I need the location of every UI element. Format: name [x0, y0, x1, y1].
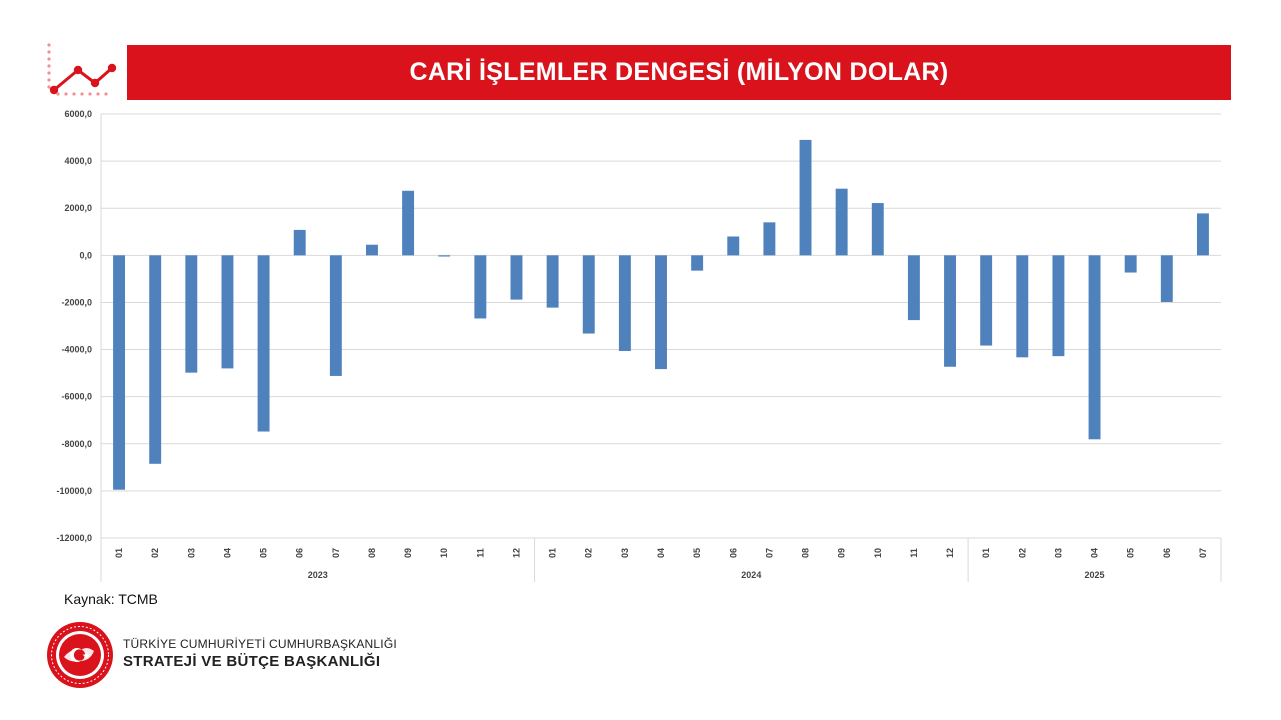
bar	[1160, 255, 1173, 302]
x-tick-label: 04	[1090, 548, 1100, 558]
bar	[510, 255, 523, 300]
bar	[691, 255, 704, 271]
bar	[113, 255, 126, 490]
x-tick-label: 06	[295, 548, 305, 558]
bar	[944, 255, 956, 367]
bar	[149, 255, 162, 464]
org-name: TÜRKİYE CUMHURİYETİ CUMHURBAŞKANLIĞI STR…	[123, 637, 397, 670]
y-tick-label: -10000,0	[56, 486, 92, 496]
y-tick-label: -4000,0	[61, 345, 92, 355]
bar	[763, 222, 776, 256]
x-group-label: 2024	[741, 570, 761, 580]
y-tick-label: 0,0	[79, 250, 92, 260]
x-tick-label: 03	[1053, 548, 1063, 558]
y-tick-label: -8000,0	[61, 439, 92, 449]
x-tick-label: 08	[367, 548, 377, 558]
x-tick-label: 09	[837, 548, 847, 558]
bar	[257, 255, 270, 432]
bar	[980, 255, 993, 346]
org-name-line1: TÜRKİYE CUMHURİYETİ CUMHURBAŞKANLIĞI	[123, 637, 397, 651]
x-tick-label: 05	[1126, 548, 1136, 558]
bar	[185, 255, 198, 373]
x-tick-label: 07	[1198, 548, 1208, 558]
x-tick-label: 06	[1162, 548, 1172, 558]
y-tick-label: 6000,0	[64, 109, 92, 119]
y-tick-label: 2000,0	[64, 203, 92, 213]
bar	[293, 229, 306, 256]
bar	[329, 255, 342, 376]
x-tick-label: 06	[728, 548, 738, 558]
x-tick-label: 12	[511, 548, 521, 558]
bar	[546, 255, 559, 308]
bar	[221, 255, 234, 369]
x-tick-label: 10	[873, 548, 883, 558]
bar	[1088, 255, 1101, 440]
line-chart-icon	[47, 43, 117, 96]
bar	[1016, 255, 1029, 358]
y-tick-label: -6000,0	[61, 392, 92, 402]
x-tick-label: 01	[981, 548, 991, 558]
bar	[438, 255, 451, 257]
source-note: Kaynak: TCMB	[64, 591, 158, 607]
bar	[655, 255, 667, 370]
bar	[474, 255, 487, 319]
bar	[582, 255, 595, 334]
x-tick-label: 02	[584, 548, 594, 558]
x-tick-label: 10	[439, 548, 449, 558]
org-name-line2: STRATEJİ VE BÜTÇE BAŞKANLIĞI	[123, 653, 381, 670]
x-tick-label: 02	[150, 548, 160, 558]
bar	[871, 203, 884, 256]
x-tick-label: 09	[403, 548, 413, 558]
x-tick-label: 05	[692, 548, 702, 558]
bar	[727, 236, 740, 256]
bar	[907, 255, 920, 321]
x-tick-label: 12	[945, 548, 955, 558]
bar	[618, 255, 631, 351]
x-tick-label: 07	[331, 548, 341, 558]
x-tick-label: 11	[475, 548, 485, 558]
x-group-label: 2023	[308, 570, 328, 580]
x-tick-label: 01	[548, 548, 558, 558]
x-group-label: 2025	[1085, 570, 1105, 580]
x-tick-label: 04	[222, 548, 232, 558]
bar	[1124, 255, 1137, 273]
x-tick-label: 07	[764, 548, 774, 558]
bar	[402, 190, 415, 256]
x-tick-label: 08	[801, 548, 811, 558]
x-tick-label: 04	[656, 548, 666, 558]
y-tick-label: -2000,0	[61, 297, 92, 307]
bar-chart: 6000,0 4000,0 2000,0 0,0 -2000,0 -4000,0 -6000…	[56, 109, 1222, 582]
bar	[1052, 255, 1065, 357]
presidency-emblem-icon	[47, 622, 113, 688]
x-tick-label: 11	[909, 548, 919, 558]
chart-title: CARİ İŞLEMLER DENGESİ (MİLYON DOLAR)	[127, 45, 1231, 100]
x-tick-label: 01	[114, 548, 124, 558]
bar	[1196, 213, 1209, 256]
y-tick-label: -12000,0	[56, 533, 92, 543]
bar	[799, 139, 812, 256]
y-tick-label: 4000,0	[64, 156, 92, 166]
x-tick-label: 05	[259, 548, 269, 558]
bar	[366, 244, 378, 256]
bar	[835, 188, 848, 256]
x-tick-label: 03	[186, 548, 196, 558]
x-tick-label: 02	[1017, 548, 1027, 558]
x-tick-label: 03	[620, 548, 630, 558]
